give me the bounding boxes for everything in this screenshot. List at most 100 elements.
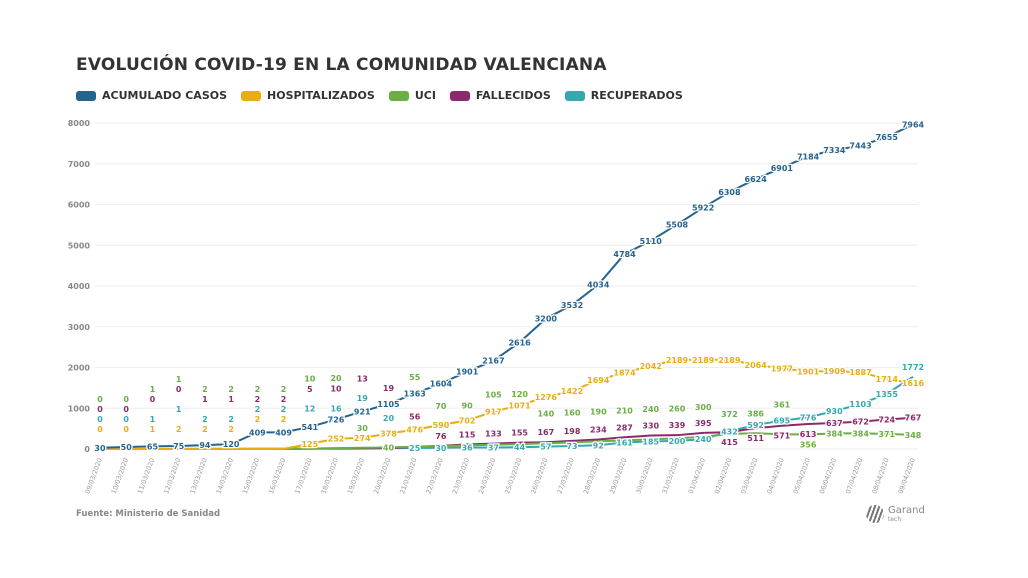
data-label: 10 xyxy=(330,385,342,394)
legend-label: HOSPITALIZADOS xyxy=(267,89,375,102)
data-label: 2 xyxy=(281,395,287,404)
data-label: 2189 xyxy=(666,356,689,365)
data-label: 198 xyxy=(564,427,581,436)
data-label: 0 xyxy=(97,415,103,424)
data-label: 50 xyxy=(121,443,133,452)
data-label: 339 xyxy=(669,421,686,430)
data-label: 0 xyxy=(123,425,129,434)
data-label: 7964 xyxy=(902,120,925,129)
data-label: 13 xyxy=(357,374,368,383)
data-label: 1604 xyxy=(430,380,453,389)
data-label: 1887 xyxy=(849,368,871,377)
data-label: 1 xyxy=(150,385,156,394)
data-label: 65 xyxy=(147,442,159,451)
series-line xyxy=(100,375,914,450)
data-label: 2189 xyxy=(692,356,715,365)
data-label: 19 xyxy=(357,394,369,403)
x-tick-label: 31/03/2020 xyxy=(661,457,681,495)
data-label: 56 xyxy=(409,413,421,422)
data-label: 1363 xyxy=(404,389,426,398)
x-tick-label: 03/04/2020 xyxy=(739,457,759,495)
data-label: 702 xyxy=(459,416,476,425)
data-label: 274 xyxy=(354,434,371,443)
x-tick-label: 22/03/2020 xyxy=(424,457,444,495)
data-label: 372 xyxy=(721,410,738,419)
x-tick-label: 23/03/2020 xyxy=(451,457,471,495)
data-label: 19 xyxy=(383,384,395,393)
data-label: 25 xyxy=(409,444,421,453)
legend-item[interactable]: ACUMULADO CASOS xyxy=(76,89,227,102)
data-label: 384 xyxy=(852,429,869,438)
y-tick-label: 7000 xyxy=(68,160,91,169)
data-label: 1355 xyxy=(876,390,899,399)
legend-label: ACUMULADO CASOS xyxy=(102,89,228,102)
data-label: 511 xyxy=(747,434,764,443)
data-label: 115 xyxy=(459,430,476,439)
data-label: 75 xyxy=(173,442,185,451)
data-label: 695 xyxy=(774,417,791,426)
data-label: 2 xyxy=(281,415,287,424)
data-label: 330 xyxy=(642,422,659,431)
data-label: 415 xyxy=(721,438,738,447)
data-label: 0 xyxy=(123,395,129,404)
x-tick-label: 16/03/2020 xyxy=(267,457,287,495)
data-label: 2 xyxy=(202,415,208,424)
data-label: 7655 xyxy=(876,133,899,142)
data-label: 5922 xyxy=(692,204,714,213)
data-label: 140 xyxy=(537,409,554,418)
legend-item[interactable]: FALLECIDOS xyxy=(449,89,551,102)
data-label: 776 xyxy=(800,413,817,422)
x-tick-label: 06/04/2020 xyxy=(818,457,838,495)
data-label: 1772 xyxy=(902,363,924,372)
legend-label: UCI xyxy=(414,89,436,102)
data-label: 1 xyxy=(176,375,182,384)
legend-item[interactable]: HOSPITALIZADOS xyxy=(241,89,375,102)
x-tick-label: 09/03/2020 xyxy=(84,457,104,495)
data-label: 16 xyxy=(330,404,342,413)
data-label: 4034 xyxy=(587,281,610,290)
data-label: 2 xyxy=(255,405,261,414)
data-label: 1422 xyxy=(561,387,583,396)
data-label: 2189 xyxy=(718,356,741,365)
data-label: 2 xyxy=(176,425,182,434)
data-label: 120 xyxy=(511,390,528,399)
x-tick-label: 21/03/2020 xyxy=(398,457,418,495)
data-label: 5508 xyxy=(666,221,689,230)
data-label: 105 xyxy=(485,391,502,400)
data-label: 0 xyxy=(97,405,103,414)
data-label: 724 xyxy=(878,415,895,424)
brand-sub: tech xyxy=(888,516,902,523)
data-label: 1714 xyxy=(876,375,899,384)
x-tick-label: 28/03/2020 xyxy=(582,457,602,495)
data-label: 7184 xyxy=(797,152,820,161)
data-label: 240 xyxy=(695,435,712,444)
legend-item[interactable]: UCI xyxy=(388,89,436,102)
data-label: 432 xyxy=(721,427,738,436)
data-label: 1901 xyxy=(797,368,820,377)
x-tick-label: 09/04/2020 xyxy=(897,457,917,495)
data-label: 36 xyxy=(462,444,474,453)
legend-item[interactable]: RECUPERADOS xyxy=(564,89,683,102)
data-label: 0 xyxy=(150,395,156,404)
grid xyxy=(95,122,918,450)
y-tick-label: 1000 xyxy=(68,404,91,413)
data-label: 921 xyxy=(354,407,371,416)
data-label: 44 xyxy=(514,443,526,452)
data-label: 2 xyxy=(202,385,208,394)
data-label: 20 xyxy=(330,374,342,383)
data-label: 73 xyxy=(566,442,577,451)
data-label: 637 xyxy=(826,419,843,428)
data-label: 384 xyxy=(826,429,843,438)
data-label: 409 xyxy=(275,428,292,437)
x-tick-label: 07/04/2020 xyxy=(844,457,864,495)
data-label: 1 xyxy=(150,415,156,424)
data-label: 155 xyxy=(511,429,528,438)
data-label: 2167 xyxy=(482,357,504,366)
data-label: 356 xyxy=(800,440,817,449)
data-label: 260 xyxy=(669,404,686,413)
data-label: 210 xyxy=(616,406,633,415)
x-tick-label: 01/04/2020 xyxy=(687,457,707,495)
data-label: 1694 xyxy=(587,376,610,385)
y-tick-label: 5000 xyxy=(68,241,91,250)
data-label: 94 xyxy=(199,441,211,450)
